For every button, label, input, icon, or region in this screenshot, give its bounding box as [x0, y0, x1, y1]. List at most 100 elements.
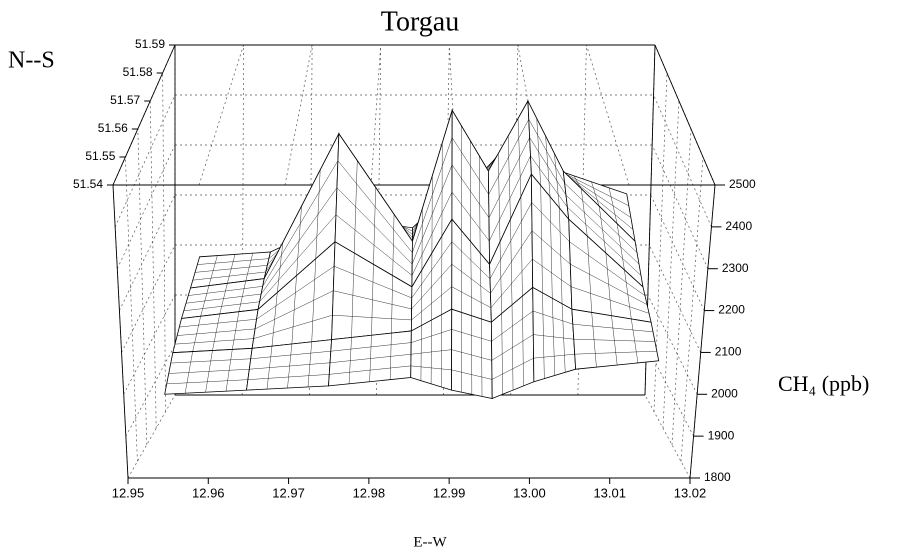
mesh-line — [616, 223, 625, 271]
x-tick-label: 12.98 — [353, 485, 386, 500]
y-tick-label: 51.54 — [73, 177, 103, 191]
grid-line — [644, 394, 691, 479]
mesh-line — [411, 349, 452, 355]
mesh-line — [489, 202, 532, 279]
y-tick-label: 51.58 — [123, 65, 153, 79]
mesh-line — [451, 264, 491, 294]
mesh-line — [411, 241, 453, 299]
mesh-line — [565, 195, 640, 265]
y-tick-label: 51.55 — [85, 149, 115, 163]
mesh-line — [479, 253, 482, 319]
mesh-line — [330, 354, 412, 363]
chart-title: Torgau — [381, 6, 459, 37]
x-tick-label: 12.99 — [433, 485, 466, 500]
grid-line — [137, 128, 148, 445]
z-tick-label: 2200 — [718, 303, 745, 317]
mesh-line — [608, 187, 618, 224]
mesh-line — [490, 230, 533, 294]
mesh-line — [337, 160, 413, 253]
x-axis-label: E--W — [413, 534, 447, 550]
grid-line — [198, 44, 244, 186]
x-tick-label: 12.97 — [272, 485, 305, 500]
mesh-line — [315, 169, 321, 259]
mesh-line — [451, 137, 489, 195]
x-tick-label: 12.95 — [112, 485, 145, 500]
mesh-line — [168, 369, 250, 374]
mesh-line — [631, 318, 639, 363]
z-tick-label: 2500 — [729, 177, 756, 191]
mesh-line — [451, 164, 490, 218]
mesh-line — [554, 153, 560, 208]
z-tick-label: 2000 — [711, 386, 738, 400]
mesh-line — [250, 351, 331, 359]
mesh-line — [569, 241, 646, 296]
z-tick-label: 1900 — [708, 428, 735, 442]
mesh-line — [389, 333, 392, 380]
box-edge — [654, 44, 716, 186]
mesh-line — [624, 269, 632, 320]
z-tick-label: 2400 — [725, 219, 752, 233]
grid-line — [680, 156, 704, 462]
mesh-line — [532, 310, 573, 325]
x-tick-label: 12.96 — [192, 485, 225, 500]
mesh-line — [557, 169, 629, 206]
mesh-line — [249, 362, 331, 370]
x-tick-label: 13.01 — [593, 485, 626, 500]
mesh-line — [232, 311, 240, 350]
grid-line — [125, 344, 176, 437]
mesh-line — [522, 296, 524, 386]
mesh-line — [177, 328, 256, 336]
box-edge — [689, 184, 716, 479]
mesh-line — [531, 202, 570, 242]
mesh-line — [451, 329, 492, 342]
mesh-line — [533, 334, 574, 340]
box-edge — [112, 184, 129, 479]
mesh-line — [256, 266, 335, 320]
grid-line — [125, 156, 138, 462]
grid-line — [127, 394, 176, 479]
mesh-line — [411, 329, 452, 343]
grid-line — [123, 294, 176, 395]
mesh-line — [570, 264, 648, 305]
mesh-line — [197, 258, 269, 265]
mesh-line — [559, 170, 632, 218]
grid-line — [241, 44, 244, 396]
y-axis-label: N--S — [8, 48, 55, 74]
mesh-line — [179, 318, 257, 328]
x-tick-label: 13.00 — [513, 485, 546, 500]
mesh-line — [262, 160, 339, 287]
grid-line — [662, 100, 680, 429]
grid-line — [647, 294, 698, 395]
mesh-line — [311, 258, 316, 342]
mesh-line — [238, 280, 246, 312]
box-edge — [112, 44, 176, 186]
mesh-line — [529, 137, 567, 196]
mesh-line — [491, 334, 534, 361]
mesh-line — [561, 303, 566, 373]
mesh-line — [330, 342, 412, 352]
y-tick-label: 51.57 — [110, 93, 140, 107]
mesh-line — [564, 182, 638, 253]
z-tick-label: 2300 — [722, 261, 749, 275]
mesh-line — [451, 349, 492, 361]
mesh-line — [528, 119, 565, 184]
grid-line — [653, 94, 712, 227]
mesh-line — [185, 293, 262, 304]
y-tick-label: 51.59 — [135, 37, 165, 51]
mesh-line — [188, 286, 263, 296]
mesh-line — [481, 318, 483, 397]
mesh-line — [517, 118, 522, 197]
mesh-line — [333, 290, 412, 310]
mesh-line — [572, 323, 654, 333]
grid-line — [284, 44, 313, 186]
x-tick-label: 13.02 — [674, 485, 707, 500]
grid-line — [119, 194, 176, 311]
surface-cell — [571, 308, 660, 370]
grid-line — [586, 44, 630, 186]
z-axis-label: CH₄ (ppb) — [778, 371, 869, 396]
mesh-line — [520, 196, 523, 297]
mesh-line — [479, 155, 481, 254]
surface-cell — [246, 339, 333, 391]
mesh-line — [336, 187, 413, 265]
